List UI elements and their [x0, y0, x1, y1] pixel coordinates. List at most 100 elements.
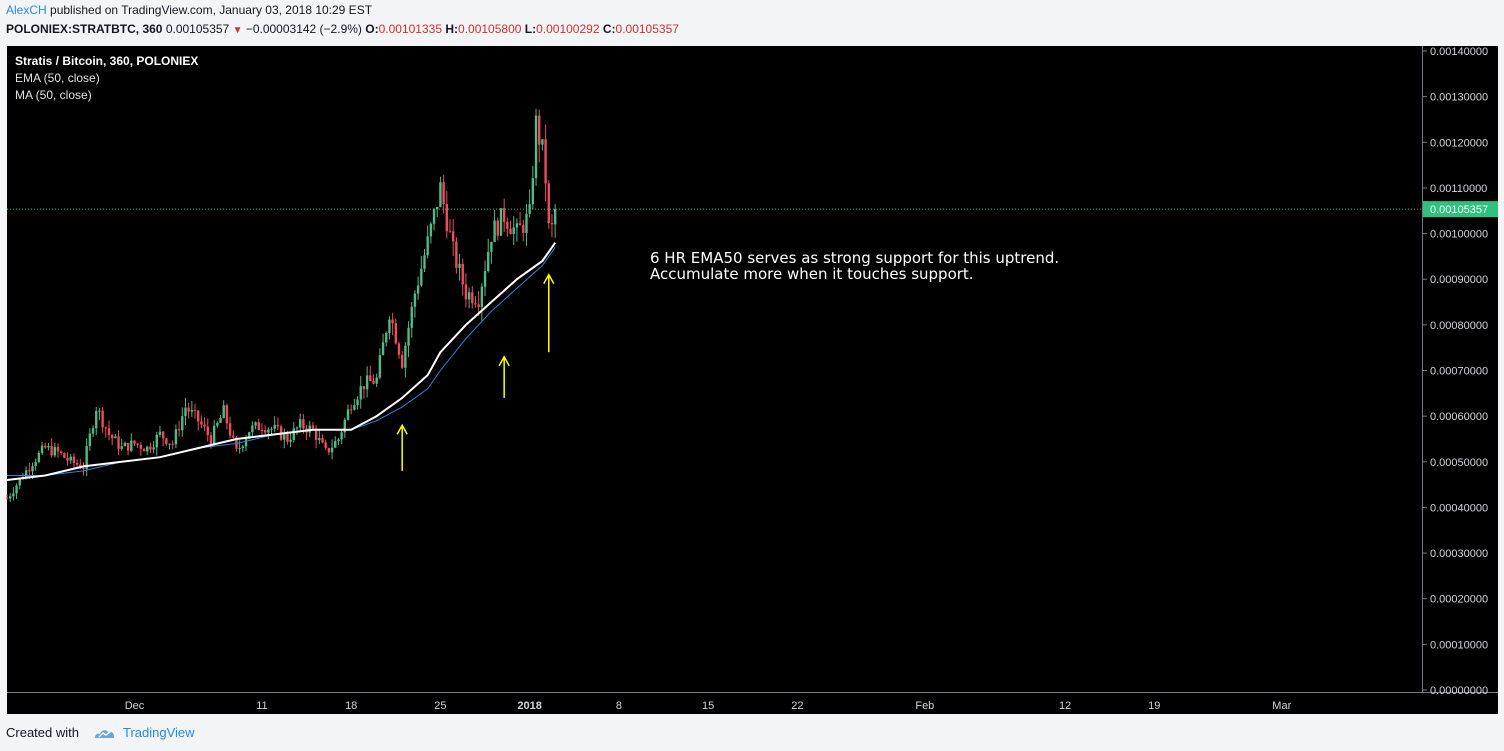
candle[interactable] — [400, 351, 404, 369]
candle[interactable] — [165, 437, 168, 446]
candle[interactable] — [381, 333, 385, 356]
candle[interactable] — [75, 459, 79, 467]
candle[interactable] — [222, 400, 225, 419]
candle[interactable] — [8, 493, 12, 502]
support-arrow[interactable] — [498, 355, 510, 398]
candle[interactable] — [426, 225, 429, 259]
candle[interactable] — [496, 217, 499, 241]
candle[interactable] — [37, 450, 41, 464]
candle[interactable] — [28, 462, 31, 479]
candle[interactable] — [375, 373, 378, 387]
candle[interactable] — [181, 407, 184, 437]
candle[interactable] — [321, 434, 324, 444]
candle[interactable] — [378, 348, 382, 380]
legend-ema[interactable]: EMA (50, close) — [15, 71, 100, 85]
candle[interactable] — [69, 453, 72, 465]
candle[interactable] — [295, 426, 299, 435]
candle[interactable] — [493, 209, 496, 243]
candle[interactable] — [59, 450, 63, 455]
candle[interactable] — [298, 413, 302, 431]
candle[interactable] — [228, 416, 232, 439]
candle[interactable] — [442, 174, 445, 214]
candle[interactable] — [407, 321, 410, 358]
candle[interactable] — [82, 462, 85, 476]
candle[interactable] — [133, 440, 136, 447]
candle[interactable] — [487, 238, 490, 273]
candle[interactable] — [44, 442, 47, 449]
candle[interactable] — [455, 237, 458, 274]
candle[interactable] — [130, 433, 133, 453]
candle[interactable] — [541, 139, 544, 151]
candle[interactable] — [365, 366, 369, 398]
candle[interactable] — [534, 108, 538, 186]
candle[interactable] — [174, 424, 178, 449]
candle[interactable] — [155, 431, 158, 456]
candle[interactable] — [40, 442, 44, 455]
price-axis[interactable] — [1422, 46, 1498, 692]
candle[interactable] — [206, 418, 209, 442]
tradingview-link[interactable]: TradingView — [85, 725, 195, 740]
candle[interactable] — [146, 445, 149, 455]
candle[interactable] — [225, 403, 229, 430]
candle[interactable] — [512, 216, 515, 246]
candle[interactable] — [372, 374, 375, 385]
candle[interactable] — [499, 207, 503, 237]
candle[interactable] — [356, 396, 359, 410]
candle[interactable] — [98, 408, 101, 421]
candle[interactable] — [359, 376, 362, 409]
candle[interactable] — [502, 198, 506, 232]
candle[interactable] — [547, 180, 550, 229]
candle[interactable] — [423, 248, 426, 273]
candle[interactable] — [149, 442, 152, 454]
candle[interactable] — [391, 312, 394, 336]
candle[interactable] — [53, 443, 57, 458]
candle[interactable] — [123, 441, 127, 447]
candle[interactable] — [158, 425, 162, 438]
candle[interactable] — [66, 452, 69, 466]
candle[interactable] — [18, 477, 21, 490]
candle[interactable] — [330, 439, 334, 460]
candle[interactable] — [531, 165, 535, 210]
price-chart[interactable]: 0.00140000 0.00130000 0.00120000 0.00110000… — [6, 44, 1498, 714]
candle[interactable] — [241, 444, 245, 453]
candle[interactable] — [337, 438, 340, 446]
candle[interactable] — [171, 440, 174, 449]
candle[interactable] — [362, 386, 366, 399]
candle[interactable] — [550, 213, 554, 238]
candle[interactable] — [161, 430, 165, 447]
plot-area[interactable] — [7, 46, 1422, 692]
candle[interactable] — [95, 407, 98, 436]
candle[interactable] — [104, 426, 107, 438]
candle[interactable] — [420, 255, 423, 287]
candle[interactable] — [343, 417, 347, 438]
candle[interactable] — [308, 420, 311, 438]
candle[interactable] — [177, 420, 181, 437]
candle[interactable] — [467, 287, 471, 309]
time-axis[interactable] — [7, 692, 1498, 714]
candle[interactable] — [120, 438, 123, 451]
candle[interactable] — [254, 421, 257, 430]
candle[interactable] — [461, 258, 464, 296]
candle[interactable] — [289, 431, 292, 448]
candle[interactable] — [101, 407, 104, 433]
candle[interactable] — [458, 253, 461, 281]
candle[interactable] — [126, 442, 130, 456]
candle[interactable] — [451, 219, 455, 256]
candle[interactable] — [136, 443, 139, 448]
candle[interactable] — [6, 494, 9, 500]
candle[interactable] — [553, 204, 557, 238]
candle[interactable] — [525, 204, 528, 246]
candle[interactable] — [432, 208, 436, 231]
candle[interactable] — [349, 404, 353, 415]
candle[interactable] — [327, 447, 331, 456]
candle[interactable] — [273, 416, 276, 433]
ema-line[interactable] — [6, 242, 557, 481]
candle[interactable] — [267, 427, 270, 440]
candle[interactable] — [324, 439, 327, 451]
candle[interactable] — [15, 483, 18, 500]
chart-container[interactable]: 0.00140000 0.00130000 0.00120000 0.00110000… — [6, 44, 1498, 714]
candle[interactable] — [353, 398, 356, 411]
candle[interactable] — [416, 276, 420, 300]
candle[interactable] — [216, 421, 219, 428]
candle[interactable] — [193, 403, 197, 419]
